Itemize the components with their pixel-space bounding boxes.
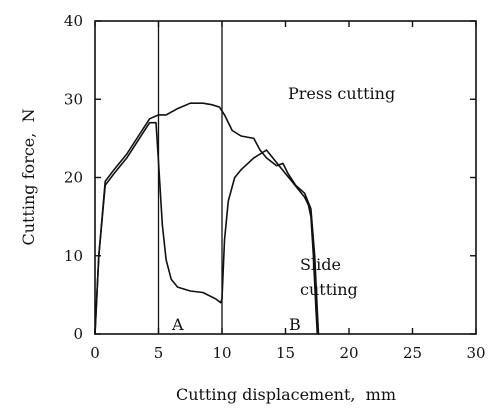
axis-ticks — [94, 20, 477, 335]
y-tick-label: 40 — [64, 12, 83, 30]
press-cutting-label: Press cutting — [288, 84, 395, 103]
y-tick-label: 0 — [73, 325, 83, 343]
x-axis-title: Cutting displacement, mm — [176, 385, 396, 404]
x-tick-label: 25 — [403, 344, 422, 362]
press-cutting-line — [94, 102, 320, 335]
y-tick-label: 30 — [64, 90, 83, 108]
x-tick-label: 5 — [154, 344, 164, 362]
x-tick-label: 15 — [276, 344, 295, 362]
slide-cutting-label-line1: Slide — [300, 255, 341, 274]
x-tick-label: 20 — [339, 344, 358, 362]
plot-frame — [94, 20, 477, 335]
vertical-markers — [157, 21, 223, 334]
x-tick-label: 30 — [466, 344, 485, 362]
label-b: B — [289, 315, 301, 334]
y-axis-title: Cutting force, N — [19, 108, 38, 245]
series-lines — [94, 102, 320, 335]
label-a: A — [171, 315, 184, 334]
y-tick-labels: 0 10 20 30 40 — [64, 12, 83, 343]
slide-cutting-line — [94, 121, 319, 335]
x-tick-labels: 0 5 10 15 20 25 30 — [90, 344, 485, 362]
y-tick-label: 10 — [64, 247, 83, 265]
slide-cutting-label-line2: cutting — [300, 280, 358, 299]
y-tick-label: 20 — [64, 169, 83, 187]
x-tick-label: 0 — [90, 344, 100, 362]
x-tick-label: 10 — [212, 344, 231, 362]
